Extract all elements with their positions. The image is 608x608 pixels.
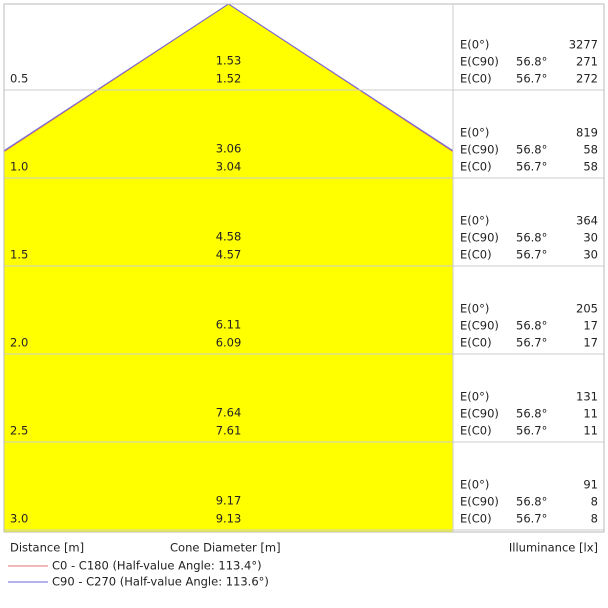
distance-value: 2.0 (10, 336, 28, 350)
e-angle: 56.8° (516, 143, 547, 157)
e-label: E(C90) (460, 55, 499, 69)
e-value: 131 (576, 390, 598, 404)
diameter-c90: 7.64 (216, 406, 242, 420)
diameter-c0: 1.52 (216, 72, 242, 86)
e-value: 91 (583, 478, 598, 492)
e-value: 271 (576, 55, 598, 69)
diameter-c90: 3.06 (216, 142, 242, 156)
e-label: E(C90) (460, 407, 499, 421)
e-value: 364 (576, 214, 598, 228)
distance-value: 1.5 (10, 248, 28, 262)
e-label: E(C90) (460, 143, 499, 157)
e-value: 3277 (569, 38, 598, 52)
e-value: 819 (576, 126, 598, 140)
e-angle: 56.7° (516, 512, 547, 526)
distance-value: 3.0 (10, 512, 28, 526)
illuminance-label: Illuminance [lx] (509, 541, 598, 555)
cone-edge-apex (228, 4, 364, 93)
diameter-c90: 1.53 (216, 54, 242, 68)
cone-edge-apex (93, 4, 229, 93)
e-label: E(C90) (460, 319, 499, 333)
e-value: 8 (591, 512, 598, 526)
e-label: E(C0) (460, 248, 492, 262)
e-label: E(C90) (460, 495, 499, 509)
e-angle: 56.8° (516, 495, 547, 509)
e-value: 272 (576, 72, 598, 86)
e-value: 17 (583, 336, 598, 350)
e-angle: 56.8° (516, 407, 547, 421)
e-label: E(0°) (460, 390, 489, 404)
diameter-c90: 6.11 (216, 318, 242, 332)
e-value: 58 (583, 160, 598, 174)
e-label: E(C0) (460, 160, 492, 174)
e-angle: 56.7° (516, 160, 547, 174)
e-label: E(0°) (460, 38, 489, 52)
e-label: E(0°) (460, 214, 489, 228)
e-label: E(C0) (460, 424, 492, 438)
diameter-c0: 4.57 (216, 248, 242, 262)
distance-value: 0.5 (10, 72, 28, 86)
e-value: 17 (583, 319, 598, 333)
diameter-c0: 6.09 (216, 336, 242, 350)
diameter-c0: 7.61 (216, 424, 242, 438)
frame (3, 3, 605, 533)
e-angle: 56.8° (516, 319, 547, 333)
e-label: E(0°) (460, 478, 489, 492)
e-value: 30 (583, 231, 598, 245)
e-value: 58 (583, 143, 598, 157)
distance-value: 1.0 (10, 160, 28, 174)
e-angle: 56.7° (516, 72, 547, 86)
diameter-label: Cone Diameter [m] (170, 541, 281, 555)
e-angle: 56.8° (516, 231, 547, 245)
e-value: 205 (576, 302, 598, 316)
diameter-c90: 4.58 (216, 230, 242, 244)
e-angle: 56.8° (516, 55, 547, 69)
diameter-c90: 9.17 (216, 494, 242, 508)
e-value: 30 (583, 248, 598, 262)
e-value: 11 (583, 407, 598, 421)
e-angle: 56.7° (516, 336, 547, 350)
e-label: E(C0) (460, 72, 492, 86)
distance-label: Distance [m] (10, 541, 84, 555)
e-value: 11 (583, 424, 598, 438)
e-label: E(C90) (460, 231, 499, 245)
e-label: E(C0) (460, 336, 492, 350)
e-angle: 56.7° (516, 424, 547, 438)
diameter-c0: 3.04 (216, 160, 242, 174)
e-label: E(0°) (460, 126, 489, 140)
legend-entry: C90 - C270 (Half-value Angle: 113.6°) (52, 575, 269, 589)
cone-area (4, 4, 453, 532)
e-label: E(0°) (460, 302, 489, 316)
distance-value: 2.5 (10, 424, 28, 438)
e-angle: 56.7° (516, 248, 547, 262)
legend-entry: C0 - C180 (Half-value Angle: 113.4°) (52, 559, 262, 573)
e-value: 8 (591, 495, 598, 509)
diameter-c0: 9.13 (216, 512, 242, 526)
e-label: E(C0) (460, 512, 492, 526)
